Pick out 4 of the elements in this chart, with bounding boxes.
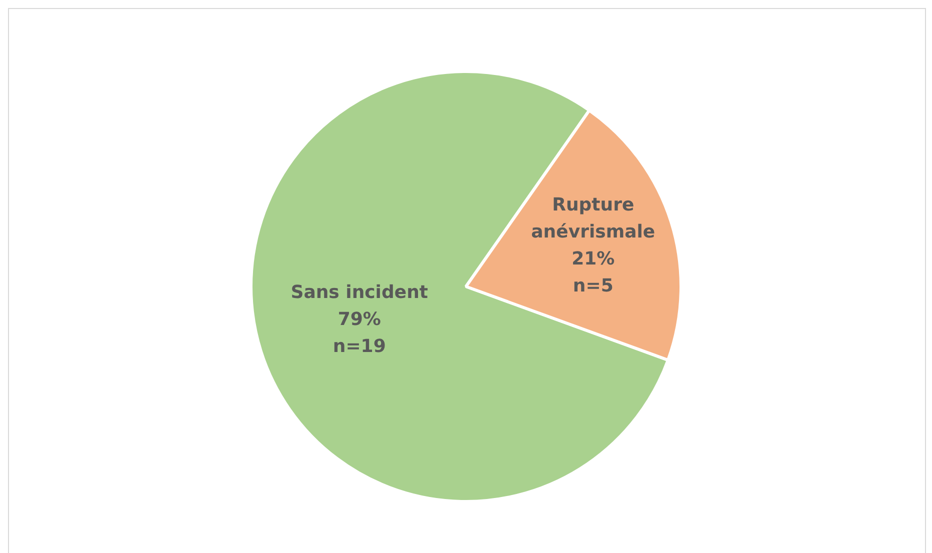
slice-label: Sans incident	[290, 282, 428, 303]
data-label: 79% n=19	[332, 308, 386, 357]
slice-label: Rupture anévrismale	[531, 194, 656, 243]
data-label: 21% n=5	[572, 248, 615, 297]
